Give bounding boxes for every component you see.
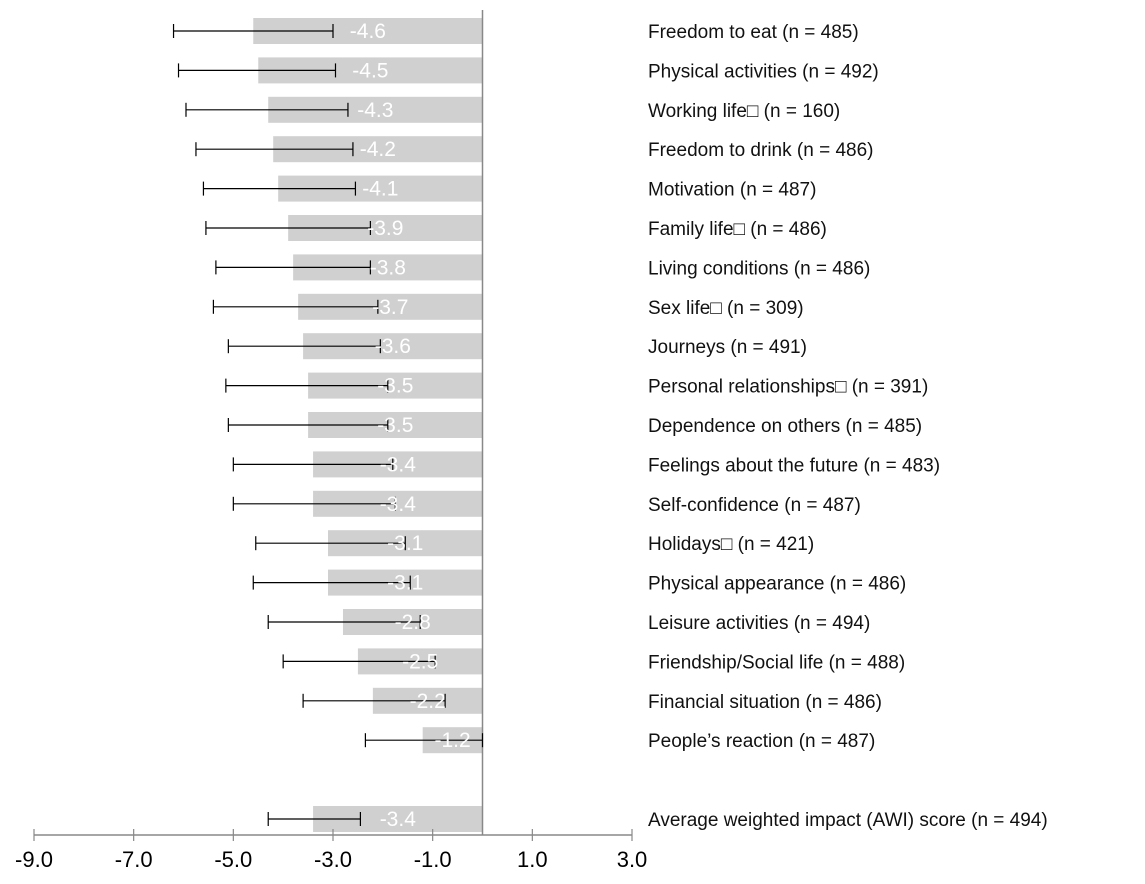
category-label: People’s reaction (n = 487) [648, 731, 875, 752]
data-label: -4.6 [350, 20, 386, 43]
data-label: -1.2 [435, 729, 471, 752]
data-label: -3.5 [377, 414, 413, 437]
data-label: -3.5 [377, 375, 413, 398]
data-label: -3.7 [372, 296, 408, 319]
x-tick-label: -7.0 [115, 847, 153, 872]
data-label: -3.4 [380, 808, 417, 831]
data-label: -3.4 [380, 493, 417, 516]
data-label: -2.2 [410, 690, 446, 713]
category-label: Journeys (n = 491) [648, 337, 807, 358]
category-label: Self-confidence (n = 487) [648, 495, 861, 516]
data-label: -2.5 [402, 650, 438, 673]
category-label: Working life□ (n = 160) [648, 101, 840, 122]
data-label: -4.5 [352, 59, 388, 82]
data-label: -3.6 [375, 335, 411, 358]
data-label: -3.1 [387, 572, 423, 595]
data-label: -2.8 [395, 611, 431, 634]
category-label: Motivation (n = 487) [648, 180, 816, 201]
category-label: Freedom to drink (n = 486) [648, 140, 873, 161]
x-tick-label: 1.0 [517, 847, 548, 872]
category-label: Leisure activities (n = 494) [648, 613, 870, 634]
category-label: Friendship/Social life (n = 488) [648, 652, 905, 673]
data-label: -3.9 [367, 217, 403, 240]
category-label: Personal relationships□ (n = 391) [648, 377, 928, 398]
data-label: -3.8 [370, 256, 406, 279]
category-label: Physical appearance (n = 486) [648, 574, 906, 595]
data-label: -4.3 [357, 99, 393, 122]
data-label: -4.1 [362, 178, 398, 201]
data-label: -3.1 [387, 532, 423, 555]
data-label: -3.4 [380, 453, 417, 476]
category-label: Family life□ (n = 486) [648, 219, 827, 240]
category-label: Feelings about the future (n = 483) [648, 455, 940, 476]
category-label: Living conditions (n = 486) [648, 258, 870, 279]
category-label: Physical activities (n = 492) [648, 61, 879, 82]
x-tick-label: -1.0 [414, 847, 452, 872]
x-tick-label: -9.0 [15, 847, 53, 872]
category-label: Dependence on others (n = 485) [648, 416, 922, 437]
category-label: Freedom to eat (n = 485) [648, 22, 859, 43]
data-label: -4.2 [360, 138, 396, 161]
category-label: Average weighted impact (AWI) score (n =… [648, 810, 1048, 831]
category-label: Financial situation (n = 486) [648, 692, 882, 713]
category-label: Sex life□ (n = 309) [648, 298, 804, 319]
x-tick-label: -5.0 [214, 847, 252, 872]
x-tick-label: 3.0 [617, 847, 648, 872]
category-label: Holidays□ (n = 421) [648, 534, 814, 555]
x-tick-label: -3.0 [314, 847, 352, 872]
